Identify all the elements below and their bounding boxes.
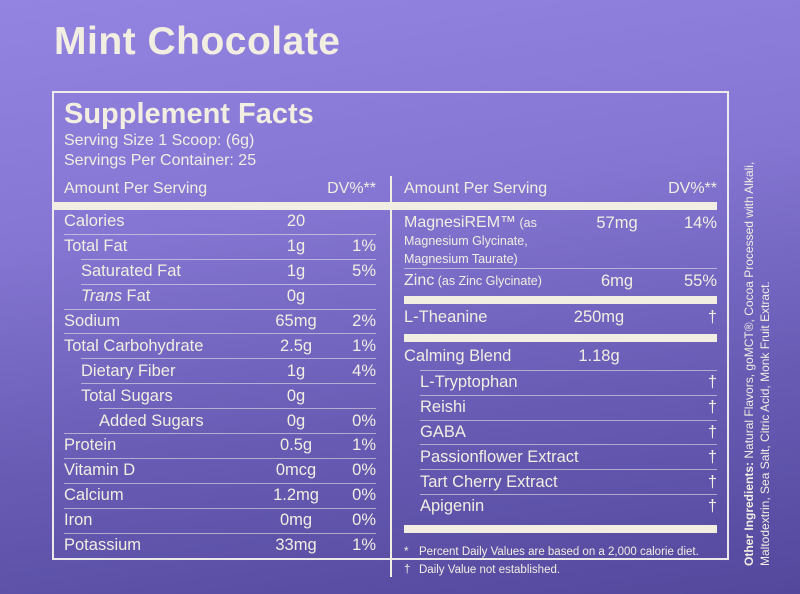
supplement-facts-heading: Supplement Facts bbox=[64, 98, 314, 130]
dv-header: DV%** bbox=[668, 180, 717, 197]
column-header-right: Amount Per Serving DV%** bbox=[404, 176, 717, 202]
section-divider-bar bbox=[404, 524, 717, 533]
footnote-dv-not-established: † Daily Value not established. bbox=[404, 563, 561, 576]
nutrient-row-calories: Calories 20 bbox=[64, 212, 306, 231]
section-divider-bar bbox=[404, 296, 717, 304]
nutrition-column-right: Amount Per Serving DV%** MagnesiREM™ (as… bbox=[390, 176, 727, 577]
blend-item-row-apigenin: Apigenin † bbox=[420, 493, 717, 519]
amount-per-serving-header: Amount Per Serving bbox=[64, 180, 208, 197]
section-divider-bar bbox=[404, 334, 717, 342]
blend-item-row-l-tryptophan: L-Tryptophan † bbox=[420, 370, 717, 395]
nutrient-row-iron: Iron 0mg 0% bbox=[64, 507, 376, 533]
servings-per-container-line: Servings Per Container: 25 bbox=[64, 152, 257, 169]
amount-per-serving-header: Amount Per Serving bbox=[404, 180, 548, 197]
blend-item-row-reishi: Reishi † bbox=[420, 394, 717, 420]
header-divider-bar bbox=[54, 202, 390, 210]
blend-item-row-tart-cherry-extract: Tart Cherry Extract † bbox=[420, 469, 717, 494]
serving-size-line: Serving Size 1 Scoop: (6g) bbox=[64, 132, 255, 149]
nutrient-row-total-sugars: Total Sugars 0g bbox=[81, 383, 376, 408]
other-ingredients-vertical-text: Other Ingredients: Natural Flavors, goMC… bbox=[742, 161, 772, 566]
header-divider-bar bbox=[392, 202, 717, 210]
footnote-daily-values: * Percent Daily Values are based on a 2,… bbox=[404, 545, 699, 558]
nutrient-row-sodium: Sodium 65mg 2% bbox=[64, 308, 376, 334]
nutrient-row-total-fat: Total Fat 1g 1% bbox=[64, 233, 376, 259]
nutrient-row-trans-fat: Trans Fat 0g bbox=[81, 283, 376, 309]
supplement-facts-panel: Supplement Facts Serving Size 1 Scoop: (… bbox=[52, 91, 729, 577]
nutrient-row-zinc: Zinc (as Zinc Glycinate) 6mg 55% bbox=[404, 268, 717, 293]
nutrient-row-total-carbohydrate: Total Carbohydrate 2.5g 1% bbox=[64, 333, 376, 358]
nutrition-columns: Amount Per Serving DV%** Calories 20 Tot… bbox=[54, 176, 727, 577]
column-header-left: Amount Per Serving DV%** bbox=[64, 176, 376, 202]
nutrient-row-magnesirem: MagnesiREM™ (as Magnesium Glycinate, Mag… bbox=[404, 214, 717, 266]
blend-item-row-passionflower-extract: Passionflower Extract † bbox=[420, 444, 717, 469]
product-flavor-title: Mint Chocolate bbox=[54, 20, 341, 63]
nutrient-row-added-sugars: Added Sugars 0g 0% bbox=[99, 408, 376, 433]
nutrient-row-calcium: Calcium 1.2mg 0% bbox=[64, 482, 376, 508]
footnotes: * Percent Daily Values are based on a 2,… bbox=[404, 541, 717, 577]
blend-item-row-gaba: GABA † bbox=[420, 419, 717, 445]
dv-header: DV%** bbox=[327, 180, 376, 197]
nutrient-row-dietary-fiber: Dietary Fiber 1g 4% bbox=[81, 358, 376, 383]
nutrient-row-l-theanine: L-Theanine 250mg † bbox=[404, 308, 717, 326]
other-ingredients-lead: Other Ingredients: bbox=[742, 461, 756, 566]
nutrient-row-vitamin-d: Vitamin D 0mcg 0% bbox=[64, 457, 376, 483]
nutrition-column-left: Amount Per Serving DV%** Calories 20 Tot… bbox=[54, 176, 390, 577]
nutrient-row-potassium: Potassium 33mg 1% bbox=[64, 532, 376, 558]
nutrient-row-calming-blend: Calming Blend 1.18g bbox=[404, 346, 620, 365]
nutrient-row-protein: Protein 0.5g 1% bbox=[64, 433, 376, 458]
nutrient-row-saturated-fat: Saturated Fat 1g 5% bbox=[81, 258, 376, 284]
